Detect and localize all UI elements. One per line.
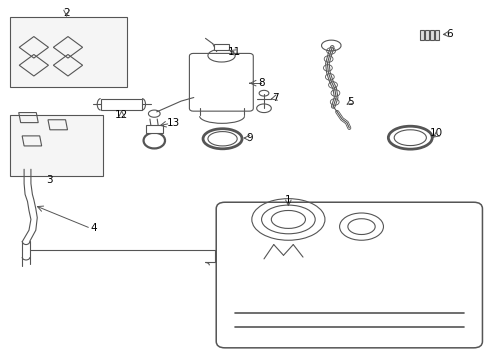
Text: 2: 2 (63, 8, 70, 18)
FancyBboxPatch shape (216, 202, 482, 348)
Bar (434, 30, 438, 40)
Text: 13: 13 (167, 118, 180, 128)
Text: 10: 10 (428, 128, 442, 138)
Text: 12: 12 (115, 111, 128, 121)
Bar (424, 30, 428, 40)
Text: 11: 11 (228, 46, 241, 57)
Text: 1: 1 (285, 195, 291, 205)
Bar (419, 30, 423, 40)
Text: 7: 7 (271, 93, 278, 103)
Text: 3: 3 (46, 175, 53, 185)
Bar (214, 44, 228, 50)
Text: 8: 8 (258, 78, 264, 88)
Bar (429, 30, 433, 40)
Bar (10, 116, 103, 176)
Bar (146, 126, 163, 133)
Text: 9: 9 (245, 133, 252, 143)
Text: 6: 6 (445, 29, 452, 39)
Bar (10, 17, 127, 87)
Bar (101, 99, 142, 110)
Text: 4: 4 (90, 224, 97, 233)
Text: 5: 5 (347, 97, 353, 107)
FancyBboxPatch shape (189, 53, 253, 111)
